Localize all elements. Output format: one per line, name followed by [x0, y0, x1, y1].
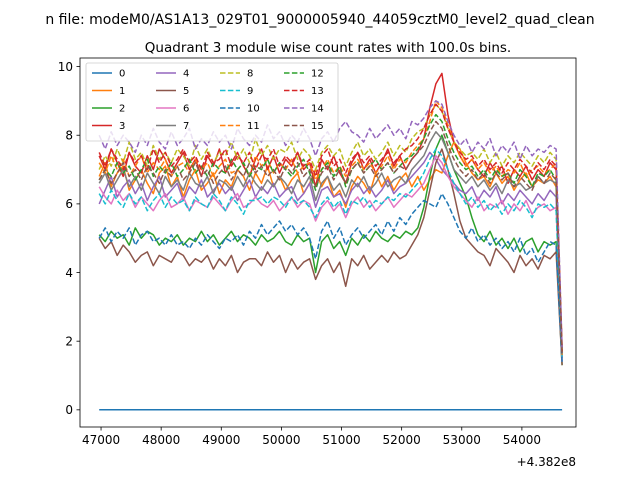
x-tick-label: 49000: [202, 433, 240, 447]
legend-label-10: 10: [247, 104, 260, 115]
series-line-6: [98, 155, 563, 362]
legend-box: [85, 62, 339, 142]
y-tick-label: 4: [65, 266, 73, 280]
legend-label-3: 3: [119, 121, 125, 132]
series-line-1: [98, 141, 563, 359]
y-tick-label: 8: [65, 129, 73, 143]
y-axis: 0 2 4 6 8 10: [58, 60, 80, 417]
x-tick-label: 54000: [503, 433, 541, 447]
x-tick-label: 48000: [142, 433, 180, 447]
figure-suptitle: n file: modeM0/AS1A13_029T01_9000005940_…: [45, 12, 594, 28]
y-tick-label: 0: [65, 403, 73, 417]
x-tick-label: 51000: [322, 433, 360, 447]
y-tick-label: 10: [58, 60, 73, 74]
legend-label-14: 14: [311, 104, 324, 115]
legend-label-4: 4: [183, 69, 189, 80]
legend-label-8: 8: [247, 69, 253, 80]
series-line-7: [98, 131, 563, 355]
legend-label-7: 7: [183, 121, 189, 132]
x-tick-label: 52000: [383, 433, 421, 447]
series-line-2: [98, 134, 563, 366]
series-line-10: [98, 192, 563, 362]
series-line-4: [98, 151, 563, 359]
series-line-8: [98, 103, 563, 352]
legend-label-12: 12: [311, 69, 324, 80]
x-tick-label: 47000: [82, 433, 120, 447]
legend-label-2: 2: [119, 104, 125, 115]
chart-title: Quadrant 3 module wise count rates with …: [145, 40, 511, 56]
x-tick-label: 50000: [262, 433, 300, 447]
x-offset-label: +4.382e8: [517, 455, 576, 469]
legend-label-15: 15: [311, 121, 324, 132]
legend-label-0: 0: [119, 69, 125, 80]
y-tick-label: 6: [65, 197, 73, 211]
plot-frame: [79, 57, 577, 428]
legend-label-11: 11: [247, 121, 260, 132]
series-line-15: [98, 120, 563, 355]
x-tick-label: 53000: [443, 433, 481, 447]
legend-label-13: 13: [311, 86, 324, 97]
series-line-5: [98, 148, 563, 366]
legend-label-6: 6: [183, 104, 189, 115]
legend-label-9: 9: [247, 86, 253, 97]
series-line-11: [98, 100, 563, 355]
x-axis: 47000 48000 49000 50000 51000 52000 53000 54000: [82, 427, 541, 447]
series-line-12: [98, 113, 563, 352]
series-line-9: [98, 148, 563, 359]
legend-label-5: 5: [183, 86, 189, 97]
series-line-13: [98, 103, 563, 352]
y-tick-label: 2: [65, 334, 73, 348]
legend-label-1: 1: [119, 86, 125, 97]
